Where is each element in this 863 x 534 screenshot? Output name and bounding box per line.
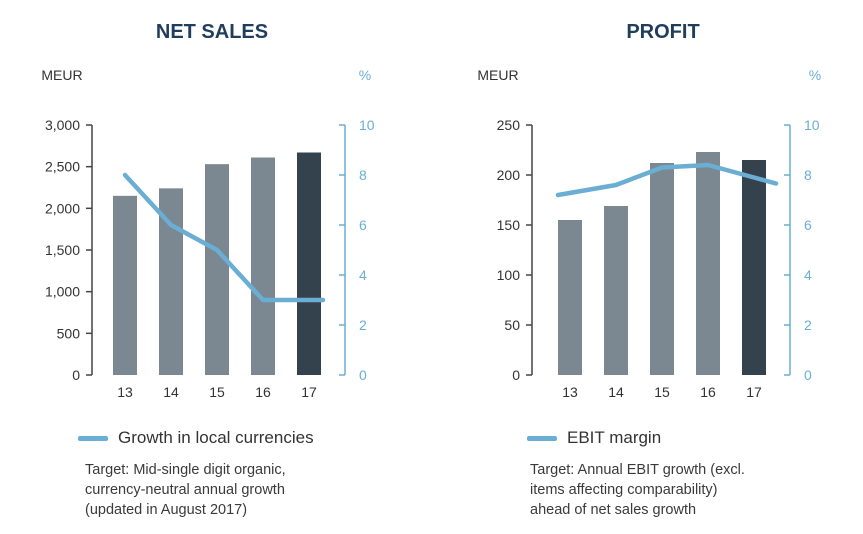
profit-left-tick-label: 0 bbox=[512, 367, 520, 383]
net-sales-bar bbox=[205, 164, 229, 375]
profit-bar bbox=[650, 163, 674, 375]
net-sales-target-note: Target: Mid-single digit organic, curren… bbox=[85, 460, 286, 520]
net-sales-line-series bbox=[122, 172, 326, 303]
net-sales-left-tick-label: 1,000 bbox=[45, 284, 80, 300]
profit-line-series bbox=[555, 162, 779, 198]
net-sales-category-label: 15 bbox=[209, 384, 225, 400]
profit-left-tick-label: 100 bbox=[497, 267, 521, 283]
net-sales-category-label: 13 bbox=[117, 384, 133, 400]
net-sales-left-tick-label: 1,500 bbox=[45, 242, 80, 258]
profit-left-tick-label: 150 bbox=[497, 217, 521, 233]
profit-category-label: 13 bbox=[562, 384, 578, 400]
net-sales-left-unit: MEUR bbox=[41, 67, 82, 83]
profit-note-line: Target: Annual EBIT growth (excl. bbox=[530, 462, 745, 478]
net-sales-legend: Growth in local currencies bbox=[78, 428, 314, 448]
profit-legend-label: EBIT margin bbox=[567, 428, 662, 447]
net-sales-bar bbox=[251, 157, 275, 375]
net-sales-right-tick-label: 4 bbox=[359, 267, 367, 283]
net-sales-category-label: 16 bbox=[255, 384, 271, 400]
net-sales-right-tick-label: 6 bbox=[359, 217, 367, 233]
profit-left-tick-label: 250 bbox=[497, 117, 521, 133]
net-sales-title: NET SALES bbox=[156, 21, 268, 43]
net-sales-right-unit: % bbox=[359, 67, 371, 83]
profit-note-line: ahead of net sales growth bbox=[530, 502, 697, 518]
profit-right-tick-label: 0 bbox=[804, 367, 812, 383]
net-sales-legend-swatch bbox=[78, 435, 108, 441]
net-sales-right-tick-label: 2 bbox=[359, 317, 367, 333]
net-sales-bar bbox=[113, 195, 137, 375]
net-sales-note-line: currency-neutral annual growth bbox=[85, 482, 285, 498]
profit-bar bbox=[604, 206, 628, 375]
profit-note-line: items affecting comparability) bbox=[530, 482, 718, 498]
net-sales-category-label: 14 bbox=[163, 384, 179, 400]
net-sales-note-line: (updated in August 2017) bbox=[85, 502, 248, 518]
net-sales-legend-label: Growth in local currencies bbox=[118, 428, 314, 447]
profit-left-tick-label: 50 bbox=[504, 317, 520, 333]
profit-right-tick-label: 4 bbox=[804, 267, 812, 283]
net-sales-bar bbox=[297, 152, 321, 375]
profit-legend-swatch bbox=[527, 435, 557, 441]
net-sales-right-tick-label: 10 bbox=[359, 117, 375, 133]
profit-bar bbox=[696, 152, 720, 375]
net-sales-note-line: Target: Mid-single digit organic, bbox=[85, 462, 286, 478]
net-sales-left-tick-label: 2,500 bbox=[45, 159, 80, 175]
profit-bar bbox=[742, 160, 766, 375]
net-sales-left-tick-label: 0 bbox=[72, 367, 80, 383]
profit-right-tick-label: 8 bbox=[804, 167, 812, 183]
net-sales-left-tick-label: 500 bbox=[57, 325, 81, 341]
profit-right-tick-label: 6 bbox=[804, 217, 812, 233]
profit-legend: EBIT margin bbox=[527, 428, 661, 448]
profit-category-label: 15 bbox=[654, 384, 670, 400]
net-sales-right-tick-label: 0 bbox=[359, 367, 367, 383]
profit-category-label: 16 bbox=[700, 384, 716, 400]
net-sales-left-tick-label: 2,000 bbox=[45, 200, 80, 216]
profit-right-tick-label: 2 bbox=[804, 317, 812, 333]
profit-category-label: 14 bbox=[608, 384, 624, 400]
profit-title: PROFIT bbox=[626, 21, 699, 43]
profit-target-note: Target: Annual EBIT growth (excl. items … bbox=[530, 460, 745, 520]
net-sales-category-label: 17 bbox=[301, 384, 317, 400]
profit-category-label: 17 bbox=[746, 384, 762, 400]
profit-right-tick-label: 10 bbox=[804, 117, 820, 133]
profit-right-unit: % bbox=[809, 67, 821, 83]
net-sales-left-tick-label: 3,000 bbox=[45, 117, 80, 133]
profit-left-tick-label: 200 bbox=[497, 167, 521, 183]
net-sales-right-tick-label: 8 bbox=[359, 167, 367, 183]
profit-left-unit: MEUR bbox=[477, 67, 518, 83]
profit-bar bbox=[558, 220, 582, 375]
